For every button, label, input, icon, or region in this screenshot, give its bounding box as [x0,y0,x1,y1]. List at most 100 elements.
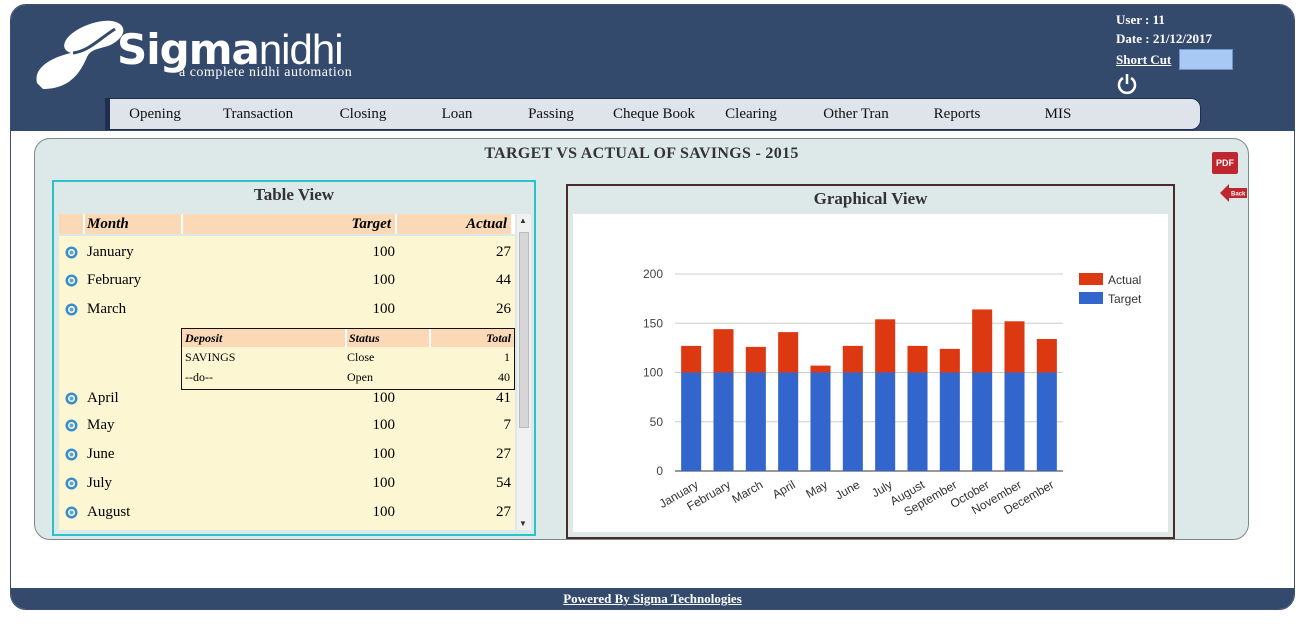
cell-month: May [87,417,115,433]
table-view-box: Table View Month Target Actual Deposit S… [52,180,536,536]
x-tick-label: March [729,477,765,506]
expand-row-icon[interactable] [65,246,78,259]
menu-opening[interactable]: Opening [129,105,181,122]
table-row: February 100 44 [59,268,515,292]
footer: Powered By Sigma Technologies [11,588,1294,609]
sub-header-deposit: Deposit [182,329,345,347]
y-tick-label: 100 [643,366,663,380]
brand-name: Sigmanidhi [117,25,344,74]
x-tick-label: April [770,477,798,501]
legend-label: Target [1108,292,1142,306]
menu-transaction[interactable]: Transaction [222,105,294,122]
expand-row-icon[interactable] [65,419,78,432]
bar-actual [875,319,896,373]
cell-target: 100 [372,244,396,260]
cell-actual: 26 [496,301,511,317]
bar-target [939,372,960,471]
sigma-logo-icon [36,20,124,89]
bar-target [810,372,831,471]
bar-target [713,372,734,471]
bar-target [745,372,766,471]
menu-reports[interactable]: Reports [933,105,981,122]
cell-month: February [87,272,142,288]
header-target: Target [183,214,395,234]
table-row: April 100 41 [59,386,515,410]
bar-actual [939,348,960,373]
y-tick-label: 0 [656,464,663,478]
cell-month: June [87,446,115,462]
expand-row-icon[interactable] [65,392,78,405]
cell-target: 100 [372,446,396,462]
cell-actual: 27 [496,446,511,462]
legend-label: Actual [1108,273,1141,287]
cell-actual: 54 [496,475,511,491]
expand-row-icon[interactable] [65,448,78,461]
header-month: Month [85,214,181,234]
report-title: TARGET VS ACTUAL OF SAVINGS - 2015 [484,145,799,162]
table-row: May 100 7 [59,413,515,437]
sub-header-status: Status [347,329,429,347]
date-label: Date : 21/12/2017 [1116,31,1213,46]
expand-row-icon[interactable] [65,274,78,287]
legend-swatch [1079,292,1103,304]
bar-actual [1036,339,1057,373]
table-row: August 100 27 [59,500,515,524]
menu-loan[interactable]: Loan [441,105,473,122]
bar-actual [745,346,766,373]
footer-link[interactable]: Powered By Sigma Technologies [563,591,742,606]
header-actual: Actual [397,214,511,234]
bar-actual [972,309,993,373]
bar-target [778,372,799,471]
bar-target [681,372,702,471]
shortcut-label: Short Cut [1116,52,1172,67]
power-icon[interactable] [1116,73,1138,95]
cell-target: 100 [372,475,396,491]
sub-row: --do-- Open 40 [185,370,510,384]
cell-month: August [87,504,131,520]
cell-month: April [87,390,119,406]
expand-row-icon[interactable] [65,506,78,519]
main-menu: Opening Transaction Closing Loan Passing… [105,98,1201,130]
bar-target [972,372,993,471]
cell-target: 100 [372,504,396,520]
cell-target: 100 [372,390,396,406]
bar-target [875,372,896,471]
menu-closing[interactable]: Closing [339,105,387,122]
menu-mis[interactable]: MIS [1044,105,1072,122]
shortcut-input[interactable] [1179,49,1234,70]
menu-clearing[interactable]: Clearing [725,105,777,122]
table-row: June 100 27 [59,442,515,466]
cell-actual: 27 [496,504,511,520]
menu-cheque-book[interactable]: Cheque Book [612,105,696,122]
user-info: User : 11 Date : 21/12/2017 Short Cut [1116,10,1234,99]
expand-row-icon[interactable] [65,303,78,316]
back-icon[interactable]: Back [1220,183,1248,203]
cell-actual: 7 [503,417,512,433]
pdf-icon[interactable]: PDF [1212,152,1238,174]
expand-row-icon[interactable] [65,477,78,490]
cell-target: 100 [372,301,396,317]
table-row: July 100 54 [59,471,515,495]
y-tick-label: 200 [643,267,663,281]
bar-actual [810,365,831,373]
bar-target [907,372,928,471]
menu-other-tran[interactable]: Other Tran [823,105,889,122]
menu-passing[interactable]: Passing [528,105,574,122]
table-scrollbar[interactable]: ▲ ▼ [517,214,531,530]
y-tick-label: 50 [650,415,664,429]
cell-month: January [87,244,134,260]
table-header: Month Target Actual [59,214,515,234]
bar-actual [907,345,928,373]
bar-actual [778,332,799,373]
header: Sigmanidhi a complete nidhi automation U… [11,5,1294,131]
table-view-title: Table View [253,185,335,204]
cell-actual: 44 [496,272,511,288]
user-label: User : 11 [1116,12,1165,27]
y-tick-label: 150 [643,316,663,330]
table-row: January 100 27 [59,240,515,264]
deposit-subtable: Deposit Status Total SAVINGS Close 1 --d… [181,328,515,390]
bar-actual [713,329,734,373]
sub-header-total: Total [431,329,514,347]
cell-target: 100 [372,272,396,288]
